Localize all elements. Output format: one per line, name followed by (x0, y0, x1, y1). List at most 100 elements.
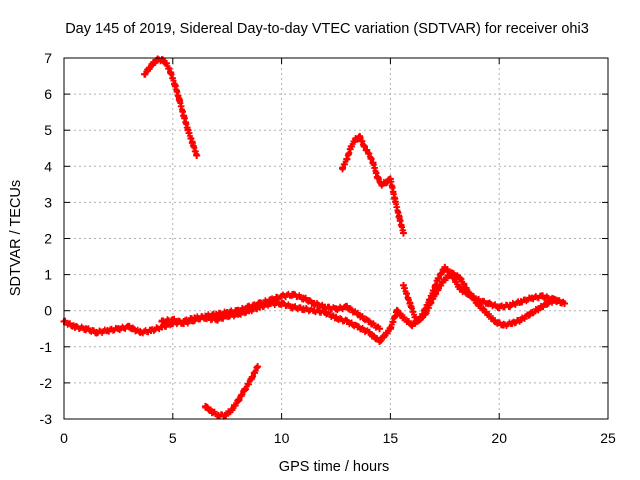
data-point (399, 229, 407, 237)
data-point (136, 328, 144, 336)
data-point (393, 307, 401, 315)
x-tick-label: 5 (169, 430, 177, 446)
y-axis-label: SDTVAR / TECUs (8, 180, 24, 296)
data-point (399, 314, 407, 322)
data-point (245, 303, 253, 311)
data-point (508, 319, 516, 327)
series-track-low-morning (201, 363, 262, 420)
data-point (71, 323, 79, 331)
grid (64, 58, 608, 419)
data-point (288, 303, 296, 311)
data-point (212, 310, 220, 318)
data-point (221, 411, 229, 419)
data-point (482, 309, 490, 317)
data-point (376, 325, 384, 333)
x-tick-label: 20 (491, 430, 507, 446)
data-point (391, 195, 399, 203)
data-point (406, 299, 414, 307)
x-tick-label: 0 (60, 430, 68, 446)
y-tick-label: 3 (44, 194, 52, 210)
data-point (495, 303, 503, 311)
data-point (299, 305, 307, 313)
data-point (365, 328, 373, 336)
data-point (310, 307, 318, 315)
data-point (201, 312, 209, 320)
data-point (465, 289, 473, 297)
data-point (299, 294, 307, 302)
y-tick-label: 6 (44, 86, 52, 102)
y-tick-label: 7 (44, 50, 52, 66)
data-point (208, 408, 216, 416)
data-point (386, 325, 394, 333)
data-point (214, 411, 222, 419)
data-point (339, 164, 347, 172)
data-point (491, 318, 499, 326)
data-point (241, 386, 249, 394)
y-tick-label: 4 (44, 158, 52, 174)
data-point (456, 274, 464, 282)
data-point (278, 292, 286, 300)
y-tick-label: 5 (44, 122, 52, 138)
data-point (360, 142, 368, 150)
y-tick-label: 1 (44, 267, 52, 283)
data-point (201, 402, 209, 410)
data-point (267, 296, 275, 304)
data-point (399, 281, 407, 289)
data-point (228, 406, 236, 414)
data-point (188, 139, 196, 147)
data-point (560, 299, 568, 307)
series-track-afternoon-peak (339, 132, 407, 237)
data-point (365, 318, 373, 326)
data-point (386, 175, 394, 183)
data-point (169, 316, 177, 324)
chart-title: Day 145 of 2019, Sidereal Day-to-day VTE… (65, 21, 589, 37)
data-point (234, 397, 242, 405)
data-point (321, 303, 329, 311)
y-tick-label: -2 (40, 375, 53, 391)
series-markers (376, 263, 568, 344)
data-point (352, 135, 360, 143)
data-point (167, 68, 175, 76)
data-point (145, 65, 153, 73)
data-point (506, 301, 514, 309)
series-track-evening-a (376, 263, 568, 345)
data-point (539, 292, 547, 300)
data-point (223, 309, 231, 317)
data-point (343, 303, 351, 311)
data-point (332, 314, 340, 322)
data-point (552, 296, 560, 304)
data-point (543, 299, 551, 307)
data-point (175, 96, 183, 104)
data-point (193, 151, 201, 159)
data-point (147, 327, 155, 335)
x-axis-label: GPS time / hours (279, 459, 389, 475)
data-point (234, 307, 242, 315)
y-tick-label: 2 (44, 231, 52, 247)
data-point (413, 318, 421, 326)
data-point (254, 363, 262, 371)
data-point (149, 59, 157, 67)
data-point (382, 179, 390, 187)
data-point (125, 323, 133, 331)
data-point (365, 150, 373, 158)
data-point (247, 375, 255, 383)
data-point (256, 299, 264, 307)
data-point (378, 180, 386, 188)
data-point (408, 321, 416, 329)
data-point (430, 292, 438, 300)
data-point (158, 318, 166, 326)
data-point (434, 274, 442, 282)
x-tick-label: 15 (383, 430, 399, 446)
data-point (369, 159, 377, 167)
y-tick-label: -1 (40, 339, 53, 355)
data-point (500, 321, 508, 329)
data-point (343, 155, 351, 163)
data-point (517, 316, 525, 324)
data-point (534, 305, 542, 313)
y-tick-label: 0 (44, 303, 52, 319)
data-point (180, 319, 188, 327)
data-point (354, 310, 362, 318)
data-point (484, 299, 492, 307)
data-point (439, 278, 447, 286)
